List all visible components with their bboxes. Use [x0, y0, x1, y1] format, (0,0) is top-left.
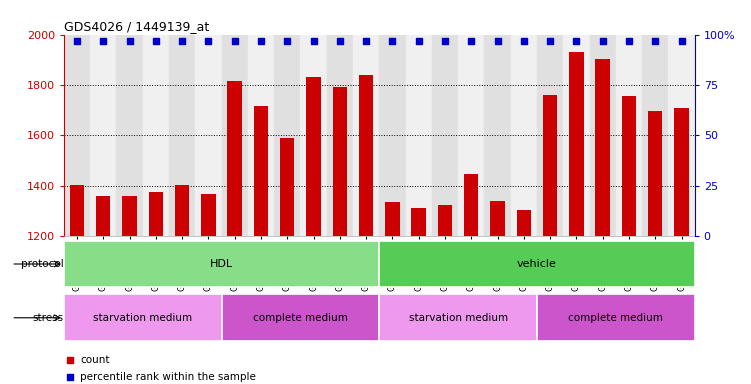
Point [150, 38, 162, 44]
Point [334, 38, 346, 44]
Bar [537, 35, 563, 236]
Point [571, 38, 583, 44]
Point [255, 38, 267, 44]
Bar [306, 78, 321, 236]
Bar [385, 202, 400, 236]
Bar [175, 185, 189, 236]
Bar [648, 111, 662, 236]
Point [229, 38, 241, 44]
Bar [201, 194, 216, 236]
Bar [432, 35, 458, 236]
Bar [222, 295, 379, 341]
Point [203, 38, 215, 44]
Bar [64, 35, 90, 236]
Text: complete medium: complete medium [253, 313, 348, 323]
Bar [674, 108, 689, 236]
Bar [149, 192, 163, 236]
Point [64, 374, 76, 380]
Bar [300, 35, 327, 236]
Bar [248, 35, 274, 236]
Text: complete medium: complete medium [569, 313, 663, 323]
Bar [64, 295, 222, 341]
Bar [169, 35, 195, 236]
Bar [116, 35, 143, 236]
Text: HDL: HDL [210, 259, 233, 269]
Point [71, 38, 83, 44]
Bar [122, 196, 137, 236]
Bar [254, 106, 268, 236]
Bar [517, 210, 531, 236]
Bar [143, 35, 169, 236]
Bar [406, 35, 432, 236]
Bar [228, 81, 242, 236]
Point [124, 38, 136, 44]
Point [176, 38, 188, 44]
Bar [563, 35, 590, 236]
Text: protocol: protocol [21, 259, 64, 269]
Bar [70, 184, 84, 236]
Bar [195, 35, 222, 236]
Bar [537, 295, 695, 341]
Point [308, 38, 320, 44]
Text: starvation medium: starvation medium [93, 313, 192, 323]
Bar [90, 35, 116, 236]
Bar [379, 35, 406, 236]
Bar [438, 205, 452, 236]
Bar [642, 35, 668, 236]
Text: starvation medium: starvation medium [409, 313, 508, 323]
Bar [280, 138, 294, 236]
Bar [96, 196, 110, 236]
Point [544, 38, 556, 44]
Bar [464, 174, 478, 236]
Bar [622, 96, 636, 236]
Text: percentile rank within the sample: percentile rank within the sample [80, 372, 256, 382]
Point [360, 38, 372, 44]
Point [282, 38, 294, 44]
Bar [353, 35, 379, 236]
Bar [274, 35, 300, 236]
Bar [596, 58, 610, 236]
Bar [511, 35, 537, 236]
Bar [359, 75, 373, 236]
Point [623, 38, 635, 44]
Bar [668, 35, 695, 236]
Text: count: count [80, 356, 110, 366]
Bar [543, 95, 557, 236]
Point [649, 38, 661, 44]
Text: GDS4026 / 1449139_at: GDS4026 / 1449139_at [64, 20, 209, 33]
Bar [327, 35, 353, 236]
Bar [490, 201, 505, 236]
Bar [333, 87, 347, 236]
Bar [379, 295, 537, 341]
Point [518, 38, 530, 44]
Bar [590, 35, 616, 236]
Point [676, 38, 688, 44]
Bar [64, 241, 379, 287]
Bar [569, 52, 584, 236]
Bar [412, 209, 426, 236]
Bar [484, 35, 511, 236]
Point [98, 38, 110, 44]
Point [413, 38, 425, 44]
Point [64, 358, 76, 364]
Bar [616, 35, 642, 236]
Point [492, 38, 504, 44]
Bar [458, 35, 484, 236]
Point [466, 38, 478, 44]
Text: vehicle: vehicle [517, 259, 557, 269]
Bar [379, 241, 695, 287]
Text: stress: stress [33, 313, 64, 323]
Bar [222, 35, 248, 236]
Point [387, 38, 399, 44]
Point [439, 38, 451, 44]
Point [597, 38, 609, 44]
